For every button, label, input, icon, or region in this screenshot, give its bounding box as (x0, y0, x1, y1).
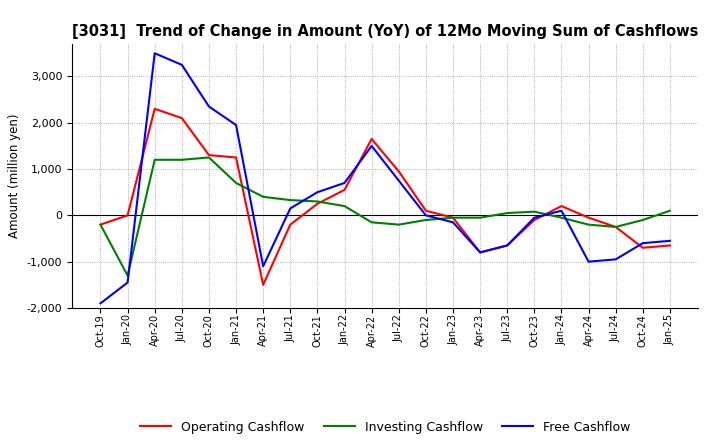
Operating Cashflow (367, 136, 376, 142)
Investing Cashflow (395, 222, 403, 227)
Free Cashflow (367, 143, 376, 149)
Investing Cashflow (259, 194, 268, 199)
Free Cashflow (232, 122, 240, 128)
Operating Cashflow (611, 224, 620, 230)
Investing Cashflow (611, 224, 620, 230)
Investing Cashflow (530, 209, 539, 214)
Free Cashflow (557, 208, 566, 213)
Operating Cashflow (503, 243, 511, 248)
Line: Operating Cashflow: Operating Cashflow (101, 109, 670, 285)
Operating Cashflow (449, 215, 457, 220)
Free Cashflow (639, 241, 647, 246)
Operating Cashflow (395, 169, 403, 174)
Investing Cashflow (421, 217, 430, 223)
Free Cashflow (476, 250, 485, 255)
Free Cashflow (150, 51, 159, 56)
Free Cashflow (421, 213, 430, 218)
Line: Investing Cashflow: Investing Cashflow (101, 158, 670, 275)
Investing Cashflow (286, 198, 294, 203)
Investing Cashflow (96, 222, 105, 227)
Investing Cashflow (123, 273, 132, 278)
Investing Cashflow (178, 157, 186, 162)
Operating Cashflow (530, 217, 539, 223)
Free Cashflow (665, 238, 674, 243)
Legend: Operating Cashflow, Investing Cashflow, Free Cashflow: Operating Cashflow, Investing Cashflow, … (135, 416, 635, 439)
Free Cashflow (449, 220, 457, 225)
Operating Cashflow (421, 208, 430, 213)
Operating Cashflow (123, 213, 132, 218)
Operating Cashflow (313, 201, 322, 206)
Free Cashflow (259, 264, 268, 269)
Operating Cashflow (259, 282, 268, 287)
Operating Cashflow (665, 243, 674, 248)
Operating Cashflow (204, 153, 213, 158)
Operating Cashflow (232, 155, 240, 160)
Y-axis label: Amount (million yen): Amount (million yen) (8, 114, 21, 238)
Investing Cashflow (150, 157, 159, 162)
Free Cashflow (395, 178, 403, 183)
Investing Cashflow (557, 215, 566, 220)
Investing Cashflow (204, 155, 213, 160)
Free Cashflow (611, 257, 620, 262)
Operating Cashflow (341, 187, 349, 193)
Free Cashflow (313, 190, 322, 195)
Free Cashflow (178, 62, 186, 67)
Operating Cashflow (557, 203, 566, 209)
Free Cashflow (584, 259, 593, 264)
Operating Cashflow (96, 222, 105, 227)
Operating Cashflow (639, 245, 647, 250)
Investing Cashflow (665, 208, 674, 213)
Operating Cashflow (286, 222, 294, 227)
Operating Cashflow (476, 250, 485, 255)
Free Cashflow (341, 180, 349, 186)
Investing Cashflow (639, 217, 647, 223)
Free Cashflow (96, 301, 105, 306)
Free Cashflow (123, 280, 132, 285)
Operating Cashflow (178, 115, 186, 121)
Free Cashflow (286, 206, 294, 211)
Operating Cashflow (584, 215, 593, 220)
Investing Cashflow (367, 220, 376, 225)
Investing Cashflow (584, 222, 593, 227)
Operating Cashflow (150, 106, 159, 111)
Title: [3031]  Trend of Change in Amount (YoY) of 12Mo Moving Sum of Cashflows: [3031] Trend of Change in Amount (YoY) o… (72, 24, 698, 39)
Free Cashflow (503, 243, 511, 248)
Investing Cashflow (476, 215, 485, 220)
Free Cashflow (530, 215, 539, 220)
Investing Cashflow (232, 180, 240, 186)
Investing Cashflow (341, 203, 349, 209)
Investing Cashflow (503, 210, 511, 216)
Free Cashflow (204, 104, 213, 109)
Line: Free Cashflow: Free Cashflow (101, 53, 670, 303)
Investing Cashflow (449, 215, 457, 220)
Investing Cashflow (313, 199, 322, 204)
